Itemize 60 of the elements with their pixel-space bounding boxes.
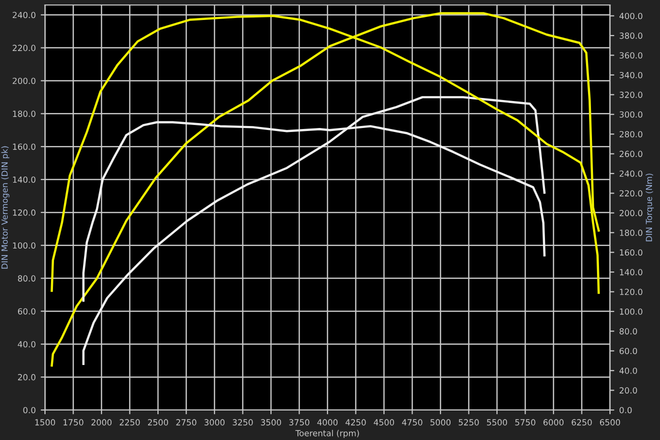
y2-tick-label: 60.0: [620, 348, 638, 354]
y-tick-label: 140.0: [13, 176, 36, 183]
y-tick-label: 240.0: [12, 12, 36, 18]
line-series: [82, 96, 546, 366]
y-tick-label: 180.0: [13, 110, 36, 117]
x-tick-label: 2750: [176, 419, 196, 426]
y2-tick-label: 260.0: [620, 150, 642, 158]
y2-tick-label: 400.0: [619, 12, 642, 20]
x-tick-label: 6000: [543, 419, 564, 426]
x-tick-label: 2000: [92, 419, 112, 426]
x-tick-label: 4500: [374, 419, 394, 426]
x-tick-label: 4000: [317, 419, 338, 426]
y2-tick-label: 40.0: [619, 368, 638, 374]
y-tick-label: 200.0: [12, 78, 36, 84]
x-tick-label: 2500: [148, 419, 168, 426]
x-axis-title: Toerental (rpm): [295, 430, 359, 438]
y-tick-label: 20.0: [18, 374, 36, 380]
x-tick-label: 6500: [600, 419, 620, 426]
x-tick-label: 5250: [458, 419, 479, 426]
x-tick-label: 4250: [346, 419, 366, 426]
y2-tick-label: 280.0: [620, 131, 642, 138]
y2-axis-title: DIN Torque (Nm): [646, 174, 654, 242]
x-tick-label: 4750: [402, 419, 422, 426]
x-tick-label: 6250: [572, 419, 592, 426]
x-tick-label: 3500: [261, 419, 282, 426]
line-series: [50, 12, 600, 367]
y-tick-label: 100.0: [13, 242, 36, 249]
y-tick-label: 0.0: [23, 406, 36, 414]
x-tick-label: 3250: [232, 419, 253, 426]
x-tick-label: 5500: [487, 419, 508, 426]
y2-tick-label: 340.0: [620, 72, 642, 78]
y2-tick-label: 160.0: [620, 249, 642, 256]
y2-tick-label: 360.0: [620, 52, 642, 59]
y2-tick-label: 180.0: [620, 230, 642, 236]
x-tick-label: 2250: [120, 419, 140, 426]
y2-tick-label: 100.0: [620, 308, 642, 315]
y2-tick-label: 0.0: [620, 406, 632, 414]
x-tick-label: 1500: [35, 419, 56, 426]
y2-tick-label: 140.0: [620, 269, 642, 276]
x-tick-label: 3000: [204, 419, 225, 426]
y2-tick-label: 380.0: [620, 32, 642, 39]
y-tick-label: 160.0: [13, 144, 36, 150]
y2-tick-label: 80.0: [620, 328, 638, 334]
x-tick-label: 5000: [430, 419, 451, 426]
y-tick-label: 120.0: [13, 209, 36, 216]
y2-tick-label: 300.0: [620, 111, 642, 118]
y2-tick-label: 20.0: [620, 387, 638, 394]
y-tick-label: 40.0: [18, 341, 36, 348]
y-tick-label: 220.0: [12, 44, 36, 52]
y-tick-label: 80.0: [18, 275, 36, 282]
x-tick-label: 1750: [64, 419, 84, 426]
y-axis-title: DIN Motor Vermogen (DIN pk): [1, 146, 10, 269]
y2-tick-label: 200.0: [620, 210, 642, 216]
x-tick-label: 3750: [289, 419, 310, 426]
y2-tick-label: 220.0: [620, 190, 642, 196]
x-tick-label: 5750: [515, 419, 536, 426]
y2-tick-label: 120.0: [620, 288, 642, 296]
y2-tick-label: 240.0: [620, 170, 642, 177]
y2-tick-label: 320.0: [620, 92, 642, 98]
y-tick-label: 60.0: [18, 308, 36, 315]
